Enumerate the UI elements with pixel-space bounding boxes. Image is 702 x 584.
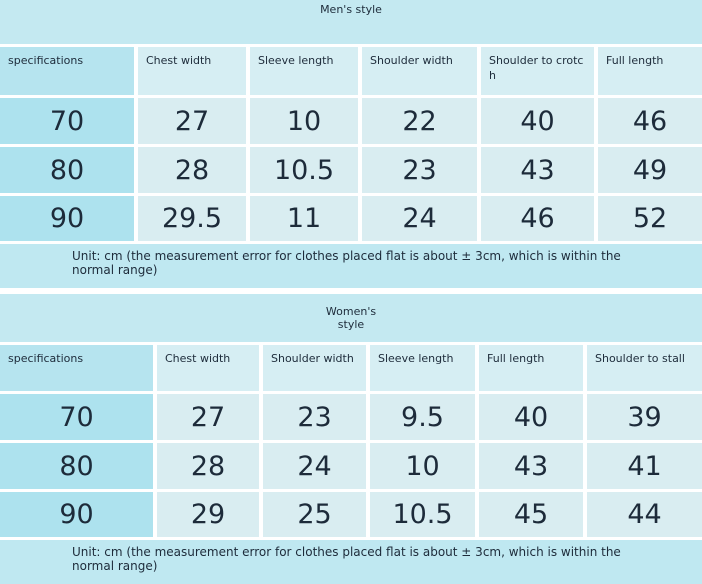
section-title: Men's style bbox=[0, 0, 702, 44]
data-cell: 44 bbox=[587, 492, 702, 537]
header-cell: specifications bbox=[0, 47, 134, 95]
header-cell: Shoulder width bbox=[263, 345, 366, 391]
data-cell: 70 bbox=[0, 394, 153, 440]
data-cell: 49 bbox=[598, 147, 702, 193]
header-cell: Full length bbox=[479, 345, 583, 391]
data-cell: 10.5 bbox=[370, 492, 475, 537]
title-text: Men's style bbox=[320, 3, 382, 16]
data-cell: 28 bbox=[138, 147, 246, 193]
unit-note: Unit: cm (the measurement error for clot… bbox=[0, 244, 702, 288]
data-cell: 80 bbox=[0, 443, 153, 489]
data-cell: 40 bbox=[479, 394, 583, 440]
data-cell: 22 bbox=[362, 98, 477, 144]
data-cell: 23 bbox=[263, 394, 366, 440]
data-cell: 27 bbox=[138, 98, 246, 144]
data-cell: 27 bbox=[157, 394, 259, 440]
data-cell: 41 bbox=[587, 443, 702, 489]
data-cell: 24 bbox=[263, 443, 366, 489]
data-cell: 70 bbox=[0, 98, 134, 144]
data-cell: 46 bbox=[598, 98, 702, 144]
data-cell: 24 bbox=[362, 196, 477, 241]
mens-table: Men's style specifications Chest width Slee… bbox=[0, 0, 702, 288]
data-cell: 43 bbox=[481, 147, 594, 193]
data-cell: 40 bbox=[481, 98, 594, 144]
data-cell: 90 bbox=[0, 196, 134, 241]
data-cell: 29 bbox=[157, 492, 259, 537]
unit-note: Unit: cm (the measurement error for clot… bbox=[0, 540, 702, 584]
header-cell: Chest width bbox=[138, 47, 246, 95]
header-cell: Shoulder to stall bbox=[587, 345, 702, 391]
title-text: Women's style bbox=[325, 305, 377, 331]
data-cell: 10.5 bbox=[250, 147, 358, 193]
section-title: Women's style bbox=[0, 294, 702, 342]
womens-table: Women's style specifications Chest width Sh… bbox=[0, 294, 702, 584]
data-cell: 23 bbox=[362, 147, 477, 193]
header-cell: Sleeve length bbox=[370, 345, 475, 391]
data-cell: 9.5 bbox=[370, 394, 475, 440]
header-cell: Shoulder to crotch bbox=[481, 47, 594, 95]
data-cell: 10 bbox=[370, 443, 475, 489]
data-cell: 25 bbox=[263, 492, 366, 537]
header-cell: Chest width bbox=[157, 345, 259, 391]
data-cell: 43 bbox=[479, 443, 583, 489]
header-cell: specifications bbox=[0, 345, 153, 391]
data-cell: 11 bbox=[250, 196, 358, 241]
data-cell: 39 bbox=[587, 394, 702, 440]
header-cell: Sleeve length bbox=[250, 47, 358, 95]
data-cell: 52 bbox=[598, 196, 702, 241]
data-cell: 28 bbox=[157, 443, 259, 489]
data-cell: 29.5 bbox=[138, 196, 246, 241]
data-cell: 80 bbox=[0, 147, 134, 193]
data-cell: 45 bbox=[479, 492, 583, 537]
header-cell: Full length bbox=[598, 47, 702, 95]
data-cell: 46 bbox=[481, 196, 594, 241]
data-cell: 90 bbox=[0, 492, 153, 537]
header-cell: Shoulder width bbox=[362, 47, 477, 95]
data-cell: 10 bbox=[250, 98, 358, 144]
